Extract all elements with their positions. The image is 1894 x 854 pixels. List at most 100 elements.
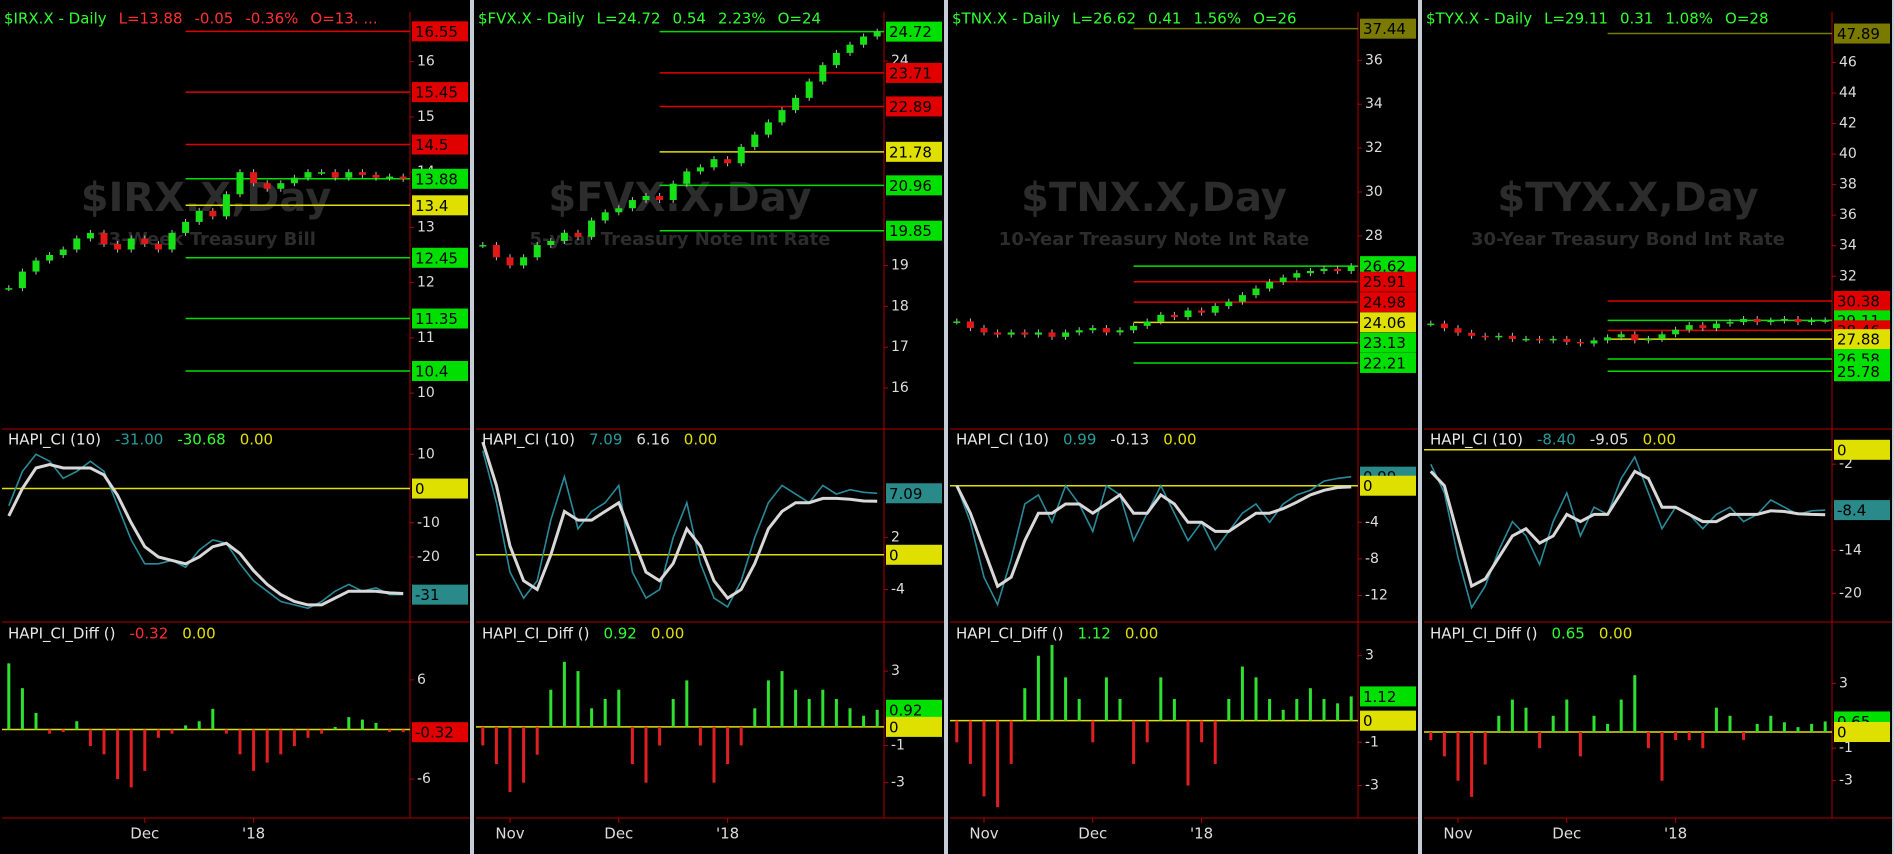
histogram-bar: [1565, 699, 1569, 732]
candle: [1347, 266, 1355, 271]
histogram-bar: [1295, 699, 1299, 721]
histogram-bar: [834, 698, 838, 727]
histogram-bar: [1281, 709, 1285, 721]
histogram-bar: [1254, 677, 1258, 721]
histogram-bar: [807, 698, 811, 727]
y-tick-label: 10: [417, 446, 435, 462]
histogram-bar: [306, 729, 310, 738]
ci-readout: -8.40: [1537, 431, 1576, 449]
value-tag-label: 47.89: [1837, 25, 1880, 43]
y-tick-label: -20: [1839, 585, 1862, 601]
y-tick-label: -4: [1365, 514, 1379, 530]
ci-readout: 7.09: [589, 431, 622, 449]
y-tick-label: -1: [891, 737, 905, 753]
header-open: O=26: [1253, 10, 1296, 28]
candle: [250, 172, 258, 184]
value-tag: [1360, 710, 1416, 731]
y-tick-label: 16: [417, 54, 435, 70]
candle: [574, 232, 582, 237]
histogram-bar: [1742, 732, 1746, 741]
candle: [386, 176, 394, 179]
histogram-bar: [1240, 666, 1244, 721]
candle: [1454, 328, 1462, 333]
candle: [1143, 321, 1151, 326]
histogram-bar: [1470, 732, 1474, 797]
candle: [141, 238, 149, 244]
candle: [318, 172, 326, 174]
candle: [966, 321, 974, 329]
value-tag-label: 12.45: [415, 249, 458, 267]
diff-readout: 0.65: [1551, 625, 1584, 643]
histogram-bar: [1227, 699, 1231, 721]
candle: [953, 321, 961, 323]
candle: [1427, 323, 1435, 326]
histogram-bar: [698, 726, 702, 746]
header-last: L=24.72: [597, 10, 661, 28]
diff-readout: 1.12: [1077, 625, 1110, 643]
header-change: 0.54: [673, 10, 706, 28]
histogram-bar: [1606, 723, 1610, 732]
panel-background: [474, 0, 944, 854]
candle: [1021, 332, 1029, 335]
candle: [1604, 337, 1612, 341]
candle: [1034, 332, 1042, 335]
ci-readout: -30.68: [177, 431, 225, 449]
histogram-bar: [753, 708, 757, 727]
histogram-bar: [1186, 720, 1190, 786]
candle: [290, 177, 298, 184]
histogram-bar: [184, 725, 188, 730]
y-tick-label: -6: [417, 771, 431, 787]
candle: [1048, 332, 1056, 337]
histogram-bar: [102, 729, 106, 755]
candle: [1184, 310, 1192, 318]
histogram-bar: [1823, 721, 1827, 732]
histogram-bar: [1619, 699, 1623, 732]
candle: [860, 36, 868, 45]
candle: [764, 122, 772, 135]
candle: [683, 171, 691, 184]
y-tick-label: 30: [1365, 184, 1383, 200]
y-tick-label: 36: [1839, 207, 1857, 223]
candle: [100, 232, 108, 244]
value-tag: [412, 168, 468, 189]
histogram-bar: [1050, 644, 1054, 721]
value-tag: [1360, 332, 1416, 353]
histogram-bar: [848, 708, 852, 727]
histogram-bar: [1646, 732, 1650, 749]
histogram-bar: [968, 720, 972, 764]
candle: [1590, 340, 1598, 344]
histogram-bar: [1104, 677, 1108, 721]
value-tag-label: 11.35: [415, 310, 458, 328]
watermark-subtitle: 30-Year Treasury Bond Int Rate: [1471, 229, 1785, 250]
value-tag-label: 0.92: [889, 701, 922, 719]
watermark: $FVX.X,Day: [548, 175, 811, 221]
y-tick-label: 10: [417, 385, 435, 401]
y-tick-label: 36: [1365, 52, 1383, 68]
value-tag-label: 21.78: [889, 143, 932, 161]
candle: [737, 146, 745, 164]
value-tag: [412, 722, 468, 743]
candle: [399, 176, 407, 179]
value-tag: [1360, 352, 1416, 373]
histogram-bar: [1687, 732, 1691, 741]
histogram-bar: [143, 729, 147, 771]
y-tick-label: 16: [891, 380, 909, 396]
value-tag-label: 24.06: [1363, 314, 1406, 332]
histogram-bar: [1145, 720, 1149, 743]
candle: [1198, 310, 1206, 313]
candle: [628, 200, 636, 209]
y-tick-label: 3: [1365, 648, 1374, 664]
candle: [1726, 322, 1734, 324]
histogram-bar: [1023, 688, 1027, 721]
ci-label: HAPI_CI (10): [8, 431, 101, 450]
value-tag: [886, 220, 942, 241]
candle: [1495, 335, 1503, 338]
value-tag-label: 25.91: [1363, 273, 1406, 291]
candle: [263, 183, 271, 189]
y-tick-label: -12: [1365, 587, 1388, 603]
candle: [114, 243, 122, 250]
value-tag: [1360, 475, 1416, 496]
histogram-bar: [156, 729, 160, 738]
candle: [182, 221, 190, 233]
candle: [1549, 338, 1557, 341]
